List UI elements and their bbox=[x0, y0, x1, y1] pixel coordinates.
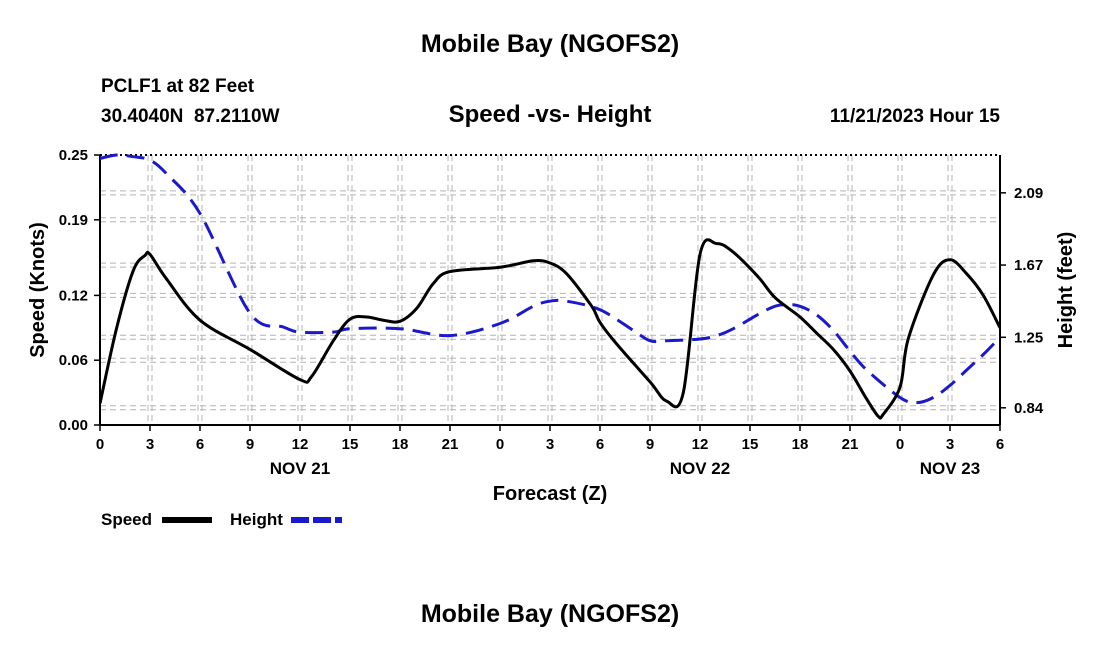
x-tick-label: 9 bbox=[246, 436, 254, 453]
x-tick-label: 15 bbox=[742, 436, 759, 453]
x-tick-label: 6 bbox=[996, 436, 1004, 453]
chart-title: Speed -vs- Height bbox=[448, 101, 652, 128]
height-series-line bbox=[100, 153, 1000, 405]
speed-height-chart: 0 3 6 9 12 15 18 21 0 3 6 9 12 15 18 21 0 3 6 NOV 21 NOV 22 N… bbox=[27, 147, 1077, 529]
x-tick-label: 21 bbox=[442, 436, 459, 453]
x-tick-label: 18 bbox=[392, 436, 409, 453]
station-label: PCLF1 at 82 Feet bbox=[101, 76, 255, 97]
x-date-label: NOV 22 bbox=[670, 459, 730, 478]
y-tick-label: 0.00 bbox=[59, 417, 88, 434]
y-tick-label: 0.12 bbox=[59, 287, 88, 304]
page-title: Mobile Bay (NGOFS2) bbox=[420, 30, 680, 58]
y-right-tick-label: 2.09 bbox=[1014, 185, 1043, 202]
x-tick-label: 18 bbox=[792, 436, 809, 453]
x-date-label: NOV 23 bbox=[920, 459, 980, 478]
legend-speed-label: Speed bbox=[101, 510, 152, 529]
x-tick-label: 0 bbox=[96, 436, 104, 453]
speed-series-line bbox=[100, 238, 1000, 420]
y-tick-label: 0.06 bbox=[59, 352, 88, 369]
x-tick-label: 3 bbox=[146, 436, 154, 453]
x-tick-label: 0 bbox=[896, 436, 904, 453]
y-right-tick-label: 1.67 bbox=[1014, 257, 1043, 274]
x-axis-title: Forecast (Z) bbox=[493, 483, 607, 505]
x-tick-label: 15 bbox=[342, 436, 359, 453]
legend-height-label: Height bbox=[230, 510, 283, 529]
x-tick-label: 0 bbox=[496, 436, 504, 453]
x-date-label: NOV 21 bbox=[270, 459, 330, 478]
x-tick-label: 12 bbox=[292, 436, 309, 453]
timestamp-label: 11/21/2023 Hour 15 bbox=[829, 106, 1000, 127]
y-tick-label: 0.25 bbox=[59, 147, 88, 164]
x-tick-label: 9 bbox=[646, 436, 654, 453]
x-tick-label: 6 bbox=[196, 436, 204, 453]
x-tick-label: 3 bbox=[946, 436, 954, 453]
y-right-tick-label: 0.84 bbox=[1014, 400, 1044, 417]
y-axis-title: Speed (Knots) bbox=[27, 222, 49, 358]
y-right-axis-title: Height (feet) bbox=[1055, 232, 1077, 349]
coordinates-label: 30.4040N 87.2110W bbox=[101, 106, 280, 127]
y-right-tick-label: 1.25 bbox=[1014, 329, 1043, 346]
footer-title: Mobile Bay (NGOFS2) bbox=[420, 600, 680, 628]
y-tick-label: 0.19 bbox=[59, 212, 88, 229]
x-tick-label: 21 bbox=[842, 436, 859, 453]
x-tick-label: 3 bbox=[546, 436, 554, 453]
x-tick-label: 12 bbox=[692, 436, 709, 453]
x-tick-label: 6 bbox=[596, 436, 604, 453]
